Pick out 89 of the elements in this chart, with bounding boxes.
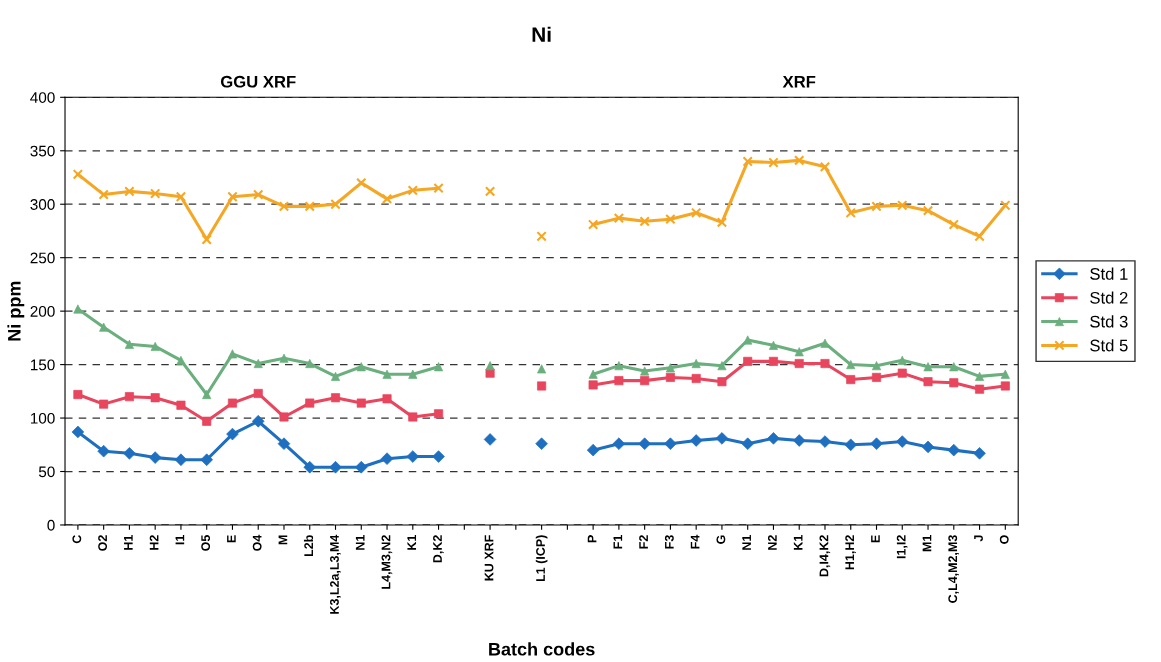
y-tick-label: 150: [30, 359, 55, 371]
point: [871, 361, 882, 371]
legend-label: Std 1: [1090, 267, 1128, 280]
point: [897, 200, 908, 211]
y-tick-label: 0: [47, 519, 55, 531]
x-tick-label: E: [871, 535, 880, 543]
x-tick-label: P: [587, 535, 597, 543]
x-tick-label: L2b: [303, 535, 314, 557]
x-tick-label: E: [227, 535, 236, 543]
x-tick-label: K1: [407, 535, 417, 550]
point: [639, 216, 650, 227]
point: [124, 186, 135, 197]
x-tick-label: D,K2: [433, 535, 444, 563]
legend-label: Std 5: [1090, 339, 1128, 352]
point: [356, 177, 367, 189]
point: [665, 213, 676, 225]
x-tick-label: I1,I2: [896, 535, 908, 559]
x-tick-label: M1: [922, 535, 932, 552]
x-tick-label: I1: [175, 535, 185, 545]
x-tick-label: D,I4,K2: [819, 535, 831, 577]
y-tick-label: 400: [30, 92, 55, 103]
x-tick-label: J: [974, 535, 983, 542]
x-tick-label: K3,L2a,L3,M4: [330, 534, 341, 614]
point: [768, 157, 779, 168]
x-tick-label: F2: [639, 535, 648, 549]
point: [1000, 200, 1011, 211]
y-tick-label: 200: [30, 306, 55, 317]
point: [227, 191, 238, 202]
x-tick-label: H2: [149, 535, 159, 550]
y-axis-title: Ni ppm: [7, 281, 25, 341]
x-tick-label: H1,H2: [845, 535, 856, 570]
x-tick-label: K1: [793, 535, 803, 550]
point: [536, 231, 547, 242]
legend-label: Std 3: [1090, 315, 1128, 328]
point: [149, 188, 161, 199]
point: [974, 231, 985, 242]
point: [613, 212, 625, 224]
y-tick-label: 100: [30, 412, 55, 424]
x-tick-label: L1 (ICP): [535, 535, 548, 582]
y-tick-label: 300: [30, 199, 55, 210]
point: [922, 205, 934, 216]
x-tick-label: F3: [664, 535, 674, 549]
point: [433, 182, 444, 194]
x-tick-label: KU XRF: [484, 535, 494, 581]
point: [98, 189, 109, 200]
point: [948, 219, 959, 230]
x-tick-label: N1: [355, 535, 365, 550]
x-tick-label: N2: [767, 535, 777, 550]
x-tick-label: L4,M3,N2: [381, 535, 393, 589]
x-tick-label: O4: [252, 534, 262, 551]
point: [72, 169, 84, 180]
point: [819, 161, 831, 173]
point: [330, 199, 341, 210]
point: [175, 191, 187, 202]
x-tick-label: C,L4,M2,M3: [948, 535, 959, 603]
y-tick-label: 50: [38, 466, 55, 478]
point: [484, 186, 496, 197]
x-tick-label: F1: [613, 535, 623, 549]
point: [871, 372, 882, 382]
x-tick-label: M: [278, 535, 288, 545]
x-tick-label: H1: [124, 535, 133, 550]
point: [716, 217, 728, 228]
point: [794, 155, 805, 166]
x-tick-label: O: [999, 535, 1009, 544]
x-axis-title: Batch codes: [489, 642, 595, 656]
x-tick-label: C: [72, 535, 82, 544]
legend-label: Std 2: [1090, 291, 1128, 304]
point: [742, 156, 753, 167]
point: [587, 219, 599, 230]
chart-title: Ni: [532, 26, 551, 42]
point: [201, 234, 212, 245]
point: [845, 207, 856, 218]
y-tick-label: 250: [30, 252, 55, 264]
x-tick-label: O2: [98, 535, 108, 551]
x-tick-label: G: [716, 535, 726, 544]
point: [304, 201, 315, 212]
point: [278, 201, 290, 212]
point: [871, 201, 882, 212]
point: [690, 207, 702, 218]
x-tick-label: F4: [690, 534, 700, 549]
point: [407, 185, 419, 196]
text: XRF: [782, 75, 816, 88]
y-tick-label: 350: [30, 145, 55, 157]
x-tick-label: O5: [201, 535, 211, 551]
x-tick-label: N1: [742, 535, 751, 550]
point: [381, 193, 393, 205]
point: [975, 371, 985, 381]
point: [253, 189, 264, 200]
text: GGU XRF: [220, 75, 296, 88]
